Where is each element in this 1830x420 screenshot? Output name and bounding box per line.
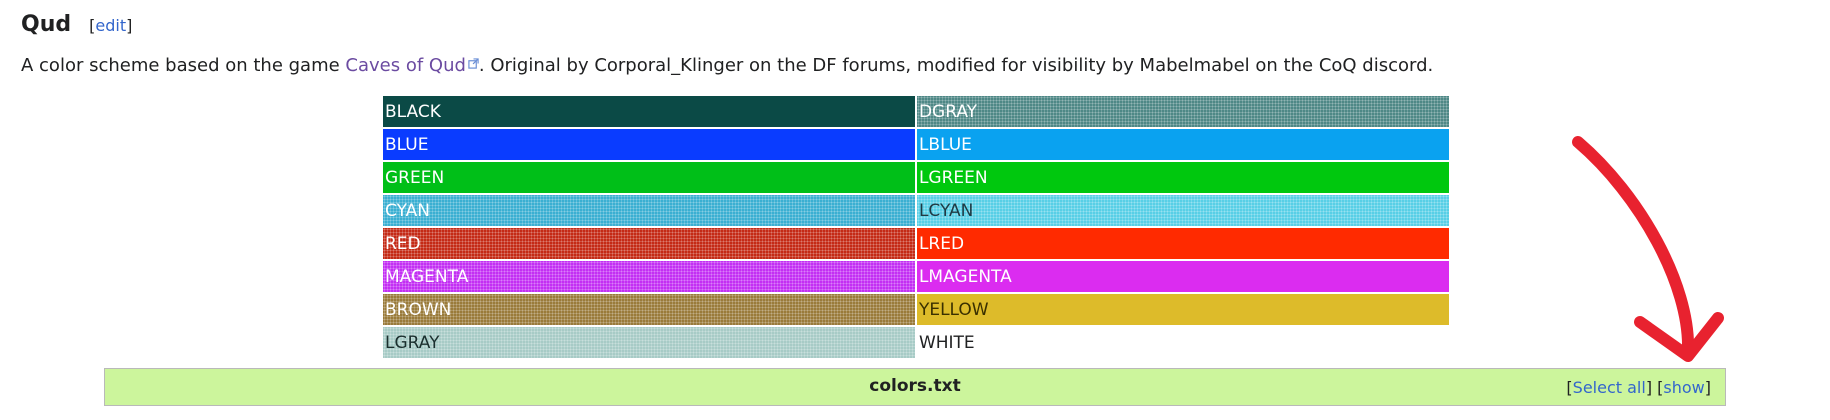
color-cell-lred: LRED: [916, 228, 1449, 259]
color-cell-dgray: DGRAY: [916, 96, 1449, 127]
description-suffix: . Original by Corporal_Klinger on the DF…: [478, 55, 1434, 76]
color-cell-cyan: CYAN: [383, 195, 915, 226]
section-title: Qud: [21, 12, 72, 37]
color-cell-blue: BLUE: [383, 129, 915, 160]
select-all-link[interactable]: Select all: [1572, 378, 1646, 397]
color-row: MAGENTA LMAGENTA: [383, 261, 1449, 292]
color-row: RED LRED: [383, 228, 1449, 259]
color-row: BROWN YELLOW: [383, 294, 1449, 325]
file-name: colors.txt: [869, 376, 961, 396]
show-link[interactable]: show: [1663, 378, 1705, 397]
color-cell-yellow: YELLOW: [916, 294, 1449, 325]
color-row: GREEN LGREEN: [383, 162, 1449, 193]
color-cell-black: BLACK: [383, 96, 915, 127]
file-bar: colors.txt [Select all] [show]: [104, 368, 1726, 406]
edit-close-bracket: ]: [126, 16, 133, 35]
color-cell-lgray: LGRAY: [383, 327, 915, 358]
color-cell-lblue: LBLUE: [916, 129, 1449, 160]
description: A color scheme based on the game Caves o…: [21, 55, 1433, 76]
external-link-icon: [468, 58, 479, 69]
description-prefix: A color scheme based on the game: [21, 55, 346, 76]
file-actions: [Select all] [show]: [1566, 378, 1711, 397]
color-scheme-table: BLACK DGRAY BLUE LBLUE GREEN LGREEN CYAN LCYAN R…: [381, 94, 1451, 360]
color-cell-magenta: MAGENTA: [383, 261, 915, 292]
color-cell-white: WHITE: [916, 327, 1449, 358]
edit-open-bracket: [: [89, 16, 96, 35]
color-cell-lgreen: LGREEN: [916, 162, 1449, 193]
color-cell-green: GREEN: [383, 162, 915, 193]
color-cell-red: RED: [383, 228, 915, 259]
color-row: BLACK DGRAY: [383, 96, 1449, 127]
color-row: CYAN LCYAN: [383, 195, 1449, 226]
caves-of-qud-link-text: Caves of Qud: [345, 55, 466, 76]
edit-link[interactable]: edit: [95, 16, 127, 35]
color-cell-lcyan: LCYAN: [916, 195, 1449, 226]
caves-of-qud-link[interactable]: Caves of Qud: [345, 55, 479, 76]
color-row: BLUE LBLUE: [383, 129, 1449, 160]
color-cell-lmagenta: LMAGENTA: [916, 261, 1449, 292]
color-cell-brown: BROWN: [383, 294, 915, 325]
edit-section: [edit]: [89, 16, 132, 35]
color-row: LGRAY WHITE: [383, 327, 1449, 358]
section-heading: Qud [edit]: [21, 12, 132, 37]
